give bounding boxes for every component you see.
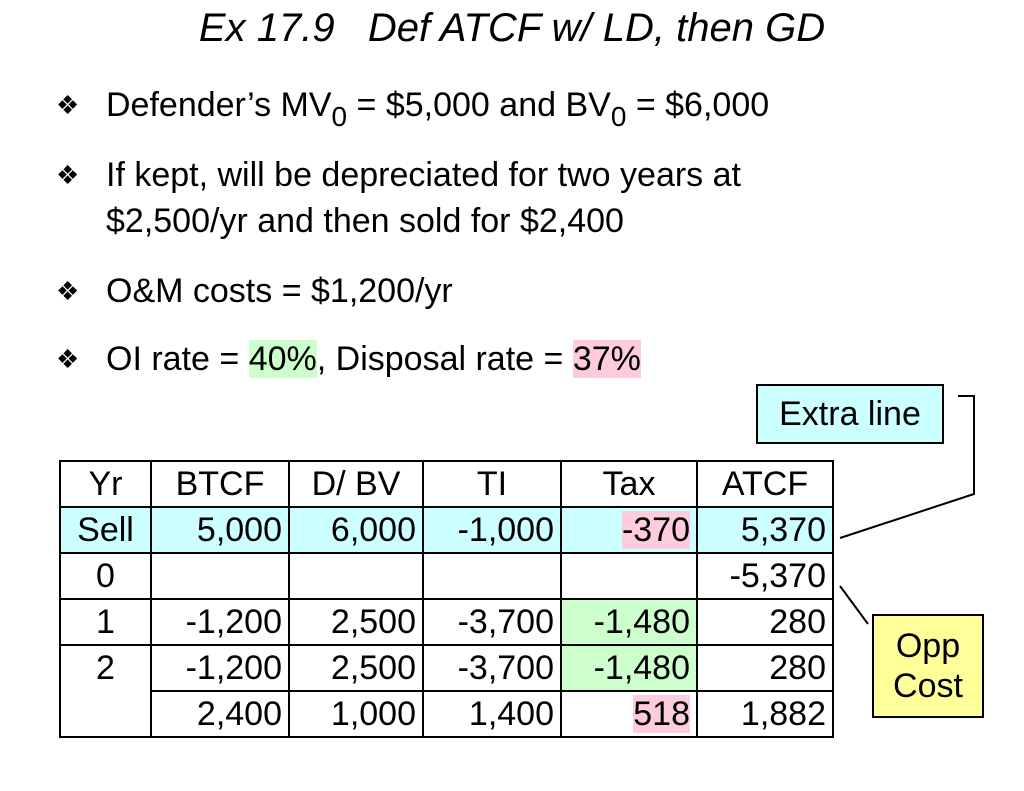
opp-cost-callout: Opp Cost bbox=[872, 614, 984, 718]
table-header-row: Yr BTCF D/ BV TI Tax ATCF bbox=[59, 460, 834, 508]
diamond-bullet-icon: ❖ bbox=[56, 160, 80, 190]
extra-line-connector bbox=[839, 395, 975, 539]
opp-cost-connector bbox=[839, 585, 869, 625]
table-cell: 2,500 bbox=[288, 644, 424, 692]
table-row-sell: Sell 5,000 6,000 -1,000 -370 5,370 bbox=[59, 506, 834, 554]
table-cell: -1,200 bbox=[150, 598, 290, 646]
table-cell: -3,700 bbox=[422, 598, 562, 646]
bullet-text: = $5,000 and BV bbox=[347, 86, 611, 124]
header-atcf: ATCF bbox=[696, 460, 834, 508]
subscript: 0 bbox=[331, 101, 348, 132]
table-cell: Sell bbox=[59, 506, 152, 554]
table-cell: 280 bbox=[696, 644, 834, 692]
table-cell bbox=[59, 691, 152, 738]
table-cell-tax-highlight: 518 bbox=[560, 690, 698, 738]
table-cell bbox=[422, 552, 562, 600]
header-yr: Yr bbox=[59, 460, 152, 508]
bullet-text: , Disposal rate = bbox=[316, 340, 573, 378]
table-cell: -5,370 bbox=[696, 552, 834, 600]
table-cell: 5,000 bbox=[150, 506, 290, 554]
bullet-text-line1: If kept, will be depreciated for two yea… bbox=[106, 156, 741, 194]
table-row-1: 1 -1,200 2,500 -3,700 -1,480 280 bbox=[59, 598, 834, 646]
table-cell: 1 bbox=[59, 598, 152, 646]
disposal-rate-highlight: 37% bbox=[572, 340, 641, 378]
bullet-text: O&M costs = $1,200/yr bbox=[106, 272, 453, 310]
bullet-text: OI rate = bbox=[106, 340, 249, 378]
diamond-bullet-icon: ❖ bbox=[56, 276, 80, 306]
table-cell: 1,000 bbox=[288, 690, 424, 738]
tax-value: -370 bbox=[621, 510, 690, 549]
table-cell: -3,700 bbox=[422, 644, 562, 692]
opp-cost-line2: Cost bbox=[893, 667, 963, 705]
subscript: 0 bbox=[610, 101, 627, 132]
table-cell-tax-highlight: -1,480 bbox=[560, 598, 698, 646]
table-cell: 5,370 bbox=[696, 506, 834, 554]
table-row-0: 0 -5,370 bbox=[59, 552, 834, 600]
header-btcf: BTCF bbox=[150, 460, 290, 508]
table-cell: 2,500 bbox=[288, 598, 424, 646]
table-cell bbox=[560, 552, 698, 600]
bullet-text: Defender’s MV bbox=[106, 86, 332, 124]
opp-cost-line1: Opp bbox=[895, 627, 961, 665]
table-cell bbox=[288, 552, 424, 600]
slide-title: Ex 17.9 Def ATCF w/ LD, then GD bbox=[198, 6, 826, 50]
table-cell-tax-highlight: -1,480 bbox=[560, 644, 698, 692]
diamond-bullet-icon: ❖ bbox=[56, 344, 80, 374]
table-cell: 1,882 bbox=[696, 690, 834, 738]
table-cell-tax-highlight: -370 bbox=[560, 506, 698, 554]
table-cell: 0 bbox=[59, 552, 152, 600]
extra-line-callout: Extra line bbox=[756, 384, 944, 444]
bullet-text: = $6,000 bbox=[626, 86, 770, 124]
table-cell: 280 bbox=[696, 598, 834, 646]
diamond-bullet-icon: ❖ bbox=[56, 90, 80, 120]
table-cell: -1,200 bbox=[150, 644, 290, 692]
table-cell: 2,400 bbox=[150, 690, 290, 738]
atcf-table: Yr BTCF D/ BV TI Tax ATCF Sell 5,000 6,0… bbox=[59, 460, 834, 738]
header-dbv: D/ BV bbox=[288, 460, 424, 508]
table-row-2-disposal: 2,400 1,000 1,400 518 1,882 bbox=[59, 690, 834, 738]
table-cell: 1,400 bbox=[422, 690, 562, 738]
table-cell bbox=[150, 552, 290, 600]
tax-value: 518 bbox=[633, 694, 690, 733]
table-row-2: 2 -1,200 2,500 -3,700 -1,480 280 bbox=[59, 644, 834, 692]
header-tax: Tax bbox=[560, 460, 698, 508]
header-ti: TI bbox=[422, 460, 562, 508]
table-cell: 6,000 bbox=[288, 506, 424, 554]
table-cell: 2 bbox=[59, 644, 152, 691]
table-cell: -1,000 bbox=[422, 506, 562, 554]
bullet-text-line2: $2,500/yr and then sold for $2,400 bbox=[106, 202, 624, 240]
oi-rate-highlight: 40% bbox=[248, 340, 317, 378]
